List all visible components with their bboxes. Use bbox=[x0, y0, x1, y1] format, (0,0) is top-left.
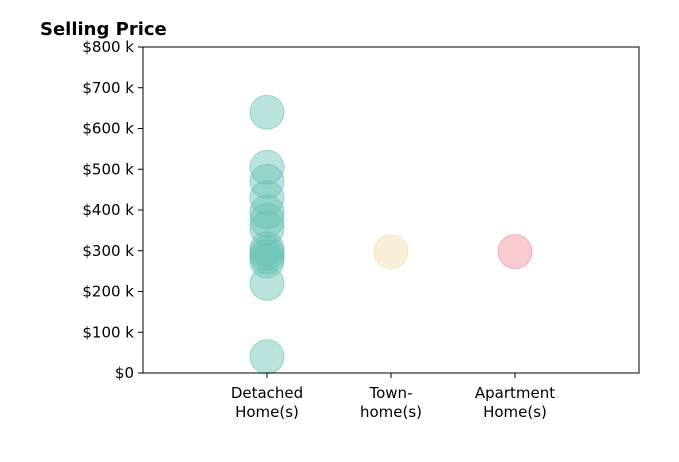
y-tick-label: $200 k bbox=[82, 283, 134, 301]
data-point bbox=[249, 94, 285, 130]
x-tick-label: Detached bbox=[231, 384, 303, 402]
data-point bbox=[249, 210, 285, 246]
data-point bbox=[249, 202, 285, 238]
data-point bbox=[249, 194, 285, 230]
plot-frame bbox=[142, 46, 640, 374]
data-points bbox=[249, 94, 533, 375]
y-tick-label: $600 k bbox=[82, 120, 134, 138]
x-tick-label: Apartment bbox=[475, 384, 555, 402]
y-tick-label: $0 bbox=[115, 364, 134, 382]
data-point bbox=[249, 339, 285, 375]
data-point bbox=[373, 234, 409, 270]
y-tick-label: $500 k bbox=[82, 160, 134, 178]
chart-title: Selling Price bbox=[40, 19, 167, 40]
y-tick-label: $800 k bbox=[82, 38, 134, 56]
data-point bbox=[497, 234, 533, 270]
data-point bbox=[249, 180, 285, 216]
y-tick-label: $700 k bbox=[82, 79, 134, 97]
y-tick-label: $400 k bbox=[82, 201, 134, 219]
x-tick-label: Home(s) bbox=[483, 403, 547, 421]
data-point bbox=[249, 163, 285, 199]
data-point bbox=[249, 243, 285, 279]
x-tick-label: home(s) bbox=[360, 403, 422, 421]
y-tick-label: $300 k bbox=[82, 242, 134, 260]
data-point bbox=[249, 265, 285, 301]
x-tick-label: Home(s) bbox=[235, 403, 299, 421]
x-axis: DetachedHome(s)Town-home(s)ApartmentHome… bbox=[231, 373, 555, 421]
x-tick-label: Town- bbox=[369, 384, 413, 402]
y-axis: $0 $100 k $200 k $300 k $400 k $500 k $600 k $7… bbox=[82, 38, 143, 382]
data-point bbox=[249, 149, 285, 185]
y-tick-label: $100 k bbox=[82, 323, 134, 341]
